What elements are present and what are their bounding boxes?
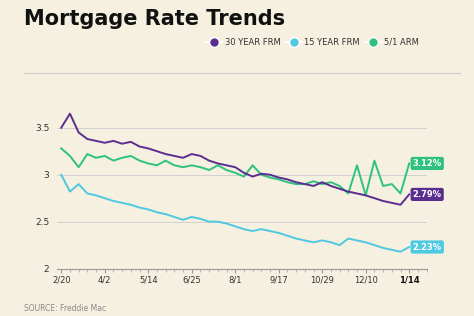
Text: 2.23%: 2.23% [413,242,442,252]
Text: Mortgage Rate Trends: Mortgage Rate Trends [24,9,285,29]
Text: SOURCE: Freddie Mac: SOURCE: Freddie Mac [24,304,106,313]
Text: 2.79%: 2.79% [413,190,442,199]
Text: 3.12%: 3.12% [413,159,442,168]
Legend: 30 YEAR FRM, 15 YEAR FRM, 5/1 ARM: 30 YEAR FRM, 15 YEAR FRM, 5/1 ARM [202,34,422,50]
